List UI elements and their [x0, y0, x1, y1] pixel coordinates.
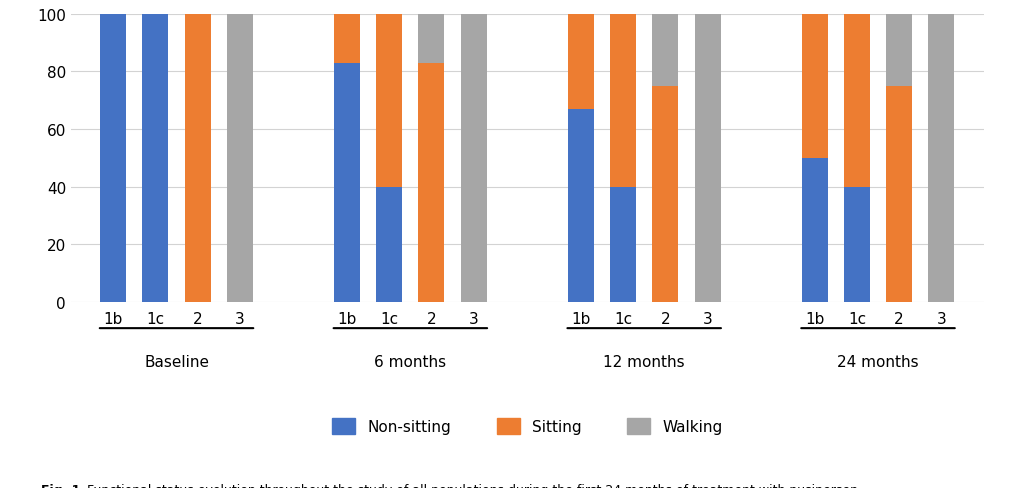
Bar: [568, 110, 594, 303]
Bar: [929, 15, 954, 303]
Bar: [419, 15, 444, 63]
Bar: [652, 87, 678, 303]
Bar: [142, 15, 168, 303]
Bar: [334, 15, 360, 63]
Bar: [227, 15, 252, 303]
Bar: [610, 15, 636, 187]
Bar: [886, 15, 913, 87]
Bar: [844, 15, 870, 187]
Bar: [802, 15, 827, 159]
Text: 24 months: 24 months: [838, 354, 919, 369]
Bar: [568, 15, 594, 110]
Bar: [844, 187, 870, 303]
Bar: [376, 187, 403, 303]
Bar: [802, 159, 827, 303]
Legend: Non-sitting, Sitting, Walking: Non-sitting, Sitting, Walking: [324, 411, 730, 442]
Bar: [419, 63, 444, 303]
Bar: [652, 15, 678, 87]
Bar: [376, 15, 403, 187]
Bar: [610, 187, 636, 303]
Bar: [695, 15, 721, 303]
Text: 6 months: 6 months: [374, 354, 446, 369]
Text: 12 months: 12 months: [603, 354, 685, 369]
Bar: [460, 15, 487, 303]
Bar: [185, 15, 211, 303]
Text: Functional status evolution throughout the study of all populations during the f: Functional status evolution throughout t…: [79, 483, 862, 488]
Text: Baseline: Baseline: [144, 354, 209, 369]
Bar: [886, 87, 913, 303]
Text: Fig. 1: Fig. 1: [41, 483, 80, 488]
Bar: [100, 15, 126, 303]
Bar: [334, 63, 360, 303]
